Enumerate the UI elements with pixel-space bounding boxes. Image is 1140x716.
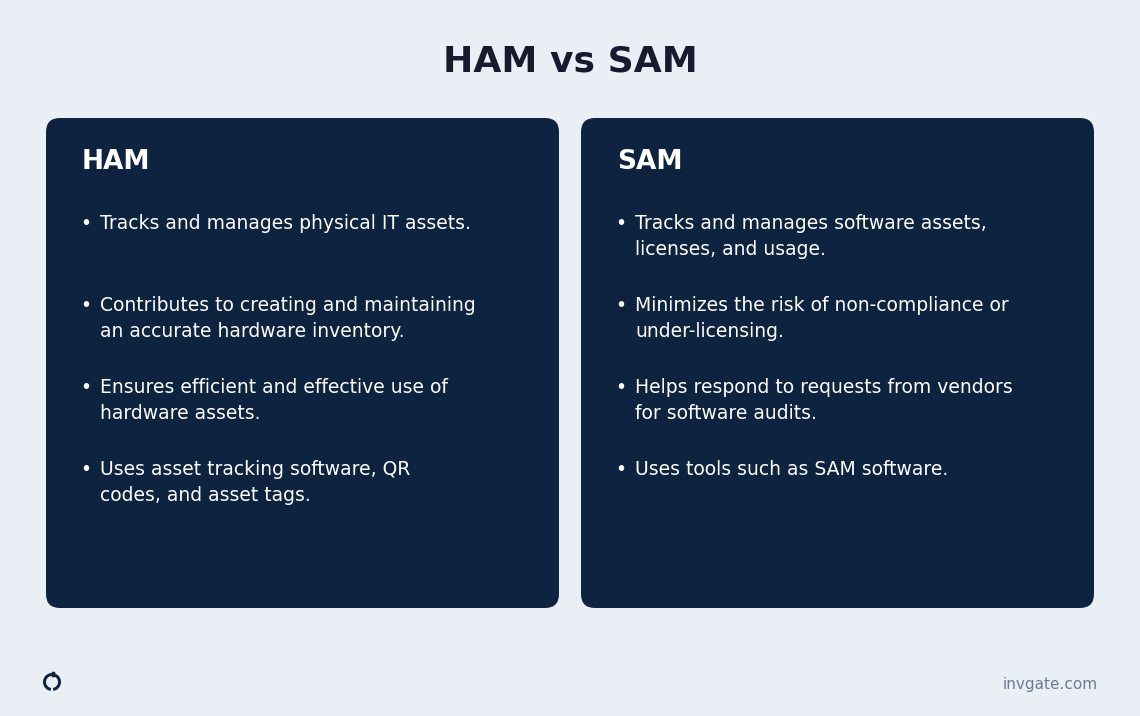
Text: •: •: [614, 378, 626, 397]
Text: •: •: [614, 214, 626, 233]
Text: Ensures efficient and effective use of
hardware assets.: Ensures efficient and effective use of h…: [100, 378, 448, 422]
Text: •: •: [614, 296, 626, 315]
Text: •: •: [80, 296, 91, 315]
Text: HAM vs SAM: HAM vs SAM: [442, 45, 698, 79]
FancyBboxPatch shape: [581, 118, 1094, 608]
Text: HAM: HAM: [82, 149, 150, 175]
Polygon shape: [43, 673, 62, 691]
Text: invgate.com: invgate.com: [1003, 677, 1098, 692]
Text: Minimizes the risk of non-compliance or
under-licensing.: Minimizes the risk of non-compliance or …: [635, 296, 1009, 341]
Text: Uses tools such as SAM software.: Uses tools such as SAM software.: [635, 460, 948, 479]
Text: Tracks and manages software assets,
licenses, and usage.: Tracks and manages software assets, lice…: [635, 214, 987, 258]
Text: Uses asset tracking software, QR
codes, and asset tags.: Uses asset tracking software, QR codes, …: [100, 460, 410, 505]
Text: Contributes to creating and maintaining
an accurate hardware inventory.: Contributes to creating and maintaining …: [100, 296, 475, 341]
Text: •: •: [80, 214, 91, 233]
Text: SAM: SAM: [617, 149, 683, 175]
Text: Helps respond to requests from vendors
for software audits.: Helps respond to requests from vendors f…: [635, 378, 1012, 422]
Text: •: •: [80, 460, 91, 479]
Text: Tracks and manages physical IT assets.: Tracks and manages physical IT assets.: [100, 214, 471, 233]
FancyBboxPatch shape: [46, 118, 559, 608]
Text: •: •: [80, 378, 91, 397]
Text: •: •: [614, 460, 626, 479]
